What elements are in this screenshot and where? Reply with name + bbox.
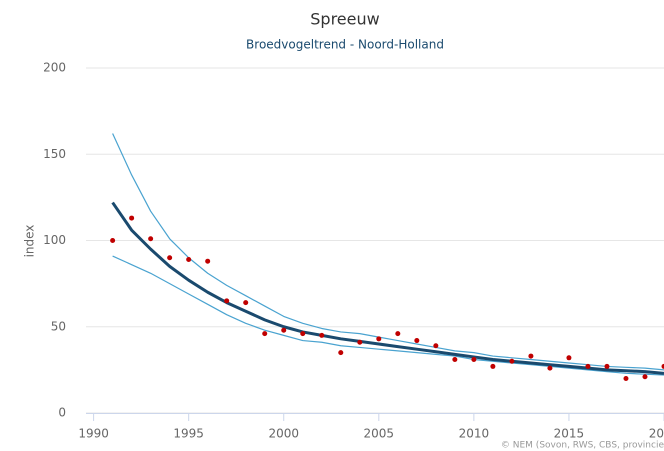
data-point [433, 343, 439, 349]
data-point [148, 236, 154, 242]
data-point [224, 298, 230, 304]
data-point [186, 256, 192, 262]
data-point [490, 363, 496, 369]
data-point [300, 331, 306, 337]
trend-line [111, 201, 664, 375]
y-tick-label: 0 [58, 406, 66, 420]
data-point [547, 365, 553, 371]
y-axis-label: index [23, 225, 37, 258]
x-tick-label: 2010 [459, 427, 490, 441]
x-tick-label: 2015 [554, 427, 585, 441]
data-point [243, 300, 249, 306]
trend-line [112, 255, 664, 376]
y-tick-label: 100 [43, 233, 66, 247]
data-point [623, 376, 629, 381]
chart-subtitle: Broedvogeltrend - Noord-Holland [246, 38, 444, 52]
data-point [110, 238, 116, 243]
trend-line [112, 133, 664, 371]
data-point [376, 336, 382, 342]
data-point [528, 353, 534, 359]
data-point [661, 363, 664, 369]
data-point [319, 332, 325, 338]
data-point [281, 327, 287, 333]
chart-title: Spreeuw [310, 10, 379, 29]
y-tick-label: 200 [43, 61, 66, 75]
x-tick-label: 2020 [649, 427, 664, 441]
credits: © NEM (Sovon, RWS, CBS, provincie [501, 441, 664, 451]
data-point [167, 255, 173, 261]
x-tick-label: 2000 [268, 427, 299, 441]
data-point [566, 355, 572, 361]
data-point [414, 338, 420, 344]
data-point [642, 374, 648, 380]
data-point [452, 357, 458, 363]
y-tick-label: 150 [43, 147, 66, 161]
y-tick-label: 50 [51, 319, 66, 333]
data-point [471, 357, 477, 363]
data-point [585, 363, 591, 369]
x-tick-label: 1995 [173, 427, 204, 441]
data-point [129, 215, 135, 221]
data-point [604, 363, 610, 369]
data-point [509, 358, 515, 364]
data-point [395, 331, 401, 337]
data-point [338, 350, 344, 356]
data-point [205, 258, 211, 264]
data-point [262, 331, 268, 337]
x-tick-label: 2005 [364, 427, 395, 441]
data-point [357, 339, 363, 345]
x-tick-label: 1990 [78, 427, 109, 441]
